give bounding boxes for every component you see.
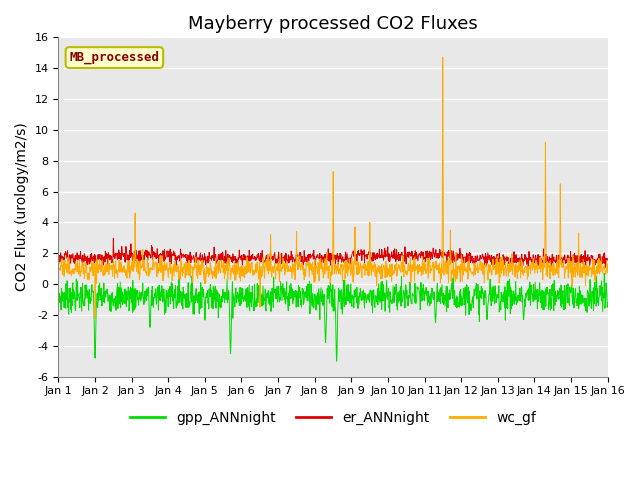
wc_gf	[419, 254, 426, 260]
er_ANNnight	[177, 252, 185, 257]
er_ANNnight	[239, 264, 246, 270]
Legend: gpp_ANNnight, er_ANNnight, wc_gf: gpp_ANNnight, er_ANNnight, wc_gf	[125, 406, 541, 431]
Line: gpp_ANNnight: gpp_ANNnight	[58, 273, 607, 361]
gpp_ANNnight	[177, 288, 184, 294]
gpp_ANNnight	[419, 293, 426, 299]
gpp_ANNnight	[163, 294, 171, 300]
wc_gf	[604, 270, 611, 276]
wc_gf	[54, 272, 62, 278]
er_ANNnight	[524, 267, 532, 273]
er_ANNnight	[540, 259, 547, 264]
er_ANNnight	[54, 263, 62, 269]
Y-axis label: CO2 Flux (urology/m2/s): CO2 Flux (urology/m2/s)	[15, 122, 29, 291]
gpp_ANNnight	[238, 287, 246, 292]
gpp_ANNnight	[54, 280, 62, 286]
er_ANNnight	[164, 249, 172, 255]
wc_gf	[177, 257, 185, 263]
Line: wc_gf: wc_gf	[58, 58, 607, 318]
wc_gf	[491, 265, 499, 271]
gpp_ANNnight	[539, 288, 547, 293]
er_ANNnight	[109, 235, 117, 241]
gpp_ANNnight	[333, 358, 340, 364]
wc_gf	[239, 267, 246, 273]
Text: MB_processed: MB_processed	[69, 51, 159, 64]
gpp_ANNnight	[604, 300, 611, 306]
wc_gf	[92, 315, 99, 321]
er_ANNnight	[419, 250, 426, 256]
wc_gf	[439, 55, 447, 60]
gpp_ANNnight	[600, 270, 608, 276]
er_ANNnight	[604, 257, 611, 263]
gpp_ANNnight	[490, 286, 498, 292]
wc_gf	[164, 266, 172, 272]
Title: Mayberry processed CO2 Fluxes: Mayberry processed CO2 Fluxes	[188, 15, 478, 33]
er_ANNnight	[490, 254, 498, 260]
wc_gf	[540, 263, 547, 269]
Line: er_ANNnight: er_ANNnight	[58, 238, 607, 270]
